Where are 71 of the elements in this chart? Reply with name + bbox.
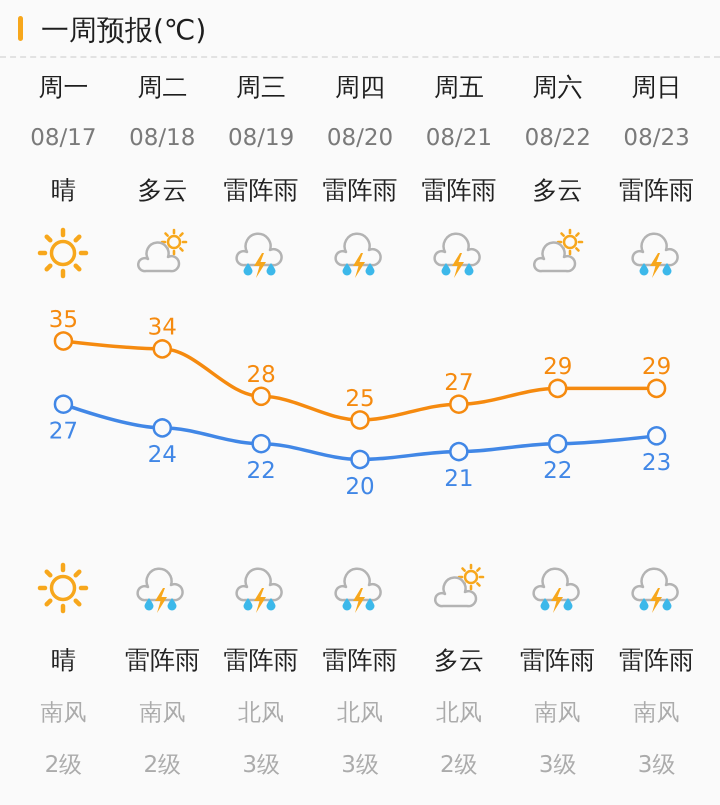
data-label: 22 [246, 458, 276, 484]
text: 雷阵雨 [322, 176, 398, 204]
text: 08/18 [129, 125, 196, 151]
data-label: 29 [642, 354, 672, 380]
text: 多云 [434, 646, 484, 674]
point [548, 434, 568, 454]
data-label: 34 [148, 314, 177, 341]
x-tick-label: 周四 [335, 72, 385, 102]
point [152, 418, 172, 438]
chart-title: 一周预报(℃) [41, 14, 206, 46]
text: 08/17 [30, 125, 97, 151]
data-label: 35 [48, 306, 78, 333]
text: 雷阵雨 [421, 176, 496, 204]
point [350, 410, 370, 430]
x-tick-label: 周二 [137, 72, 188, 102]
text: 08/23 [623, 125, 690, 151]
text: 3级 [638, 752, 676, 778]
text: 南风 [40, 700, 86, 726]
text: 2级 [44, 752, 82, 778]
text: 2级 [440, 752, 478, 778]
text: 3级 [538, 752, 577, 778]
text: 北风 [436, 700, 482, 726]
point [449, 394, 469, 414]
text: 南风 [139, 700, 186, 726]
point [350, 450, 370, 470]
text: 雷阵雨 [124, 646, 200, 674]
data-label: 22 [543, 458, 572, 484]
point [646, 426, 666, 446]
text: 南风 [534, 700, 581, 726]
data-label: 28 [246, 362, 276, 388]
data-label: 27 [444, 370, 474, 396]
text: 晴 [50, 176, 76, 204]
text: 北风 [238, 700, 284, 726]
x-tick-label: 周日 [632, 72, 682, 102]
point [54, 394, 74, 414]
data-label: 29 [543, 354, 572, 380]
point [54, 331, 74, 351]
point [646, 378, 666, 398]
text: 08/21 [426, 125, 492, 151]
point [251, 434, 271, 454]
x-tick-label: 周三 [236, 72, 286, 102]
point [251, 386, 271, 406]
x-tick-label: 周六 [532, 72, 583, 102]
point [548, 378, 568, 398]
text: 雷阵雨 [224, 646, 299, 674]
text: 南风 [634, 700, 680, 726]
data-label: 27 [48, 418, 78, 444]
text: 多云 [137, 176, 188, 204]
x-tick-label: 周一 [38, 72, 88, 102]
data-label: 25 [345, 386, 375, 412]
data-label: 21 [444, 466, 474, 492]
text: 08/20 [326, 125, 394, 151]
text: 北风 [337, 700, 383, 726]
text: 雷阵雨 [322, 646, 398, 674]
text: 晴 [50, 646, 76, 674]
text: 多云 [532, 176, 583, 204]
data-label: 20 [345, 474, 375, 500]
data-label: 24 [148, 442, 177, 468]
data-label: 23 [642, 450, 672, 476]
text: 雷阵雨 [520, 646, 596, 674]
text: 雷阵雨 [224, 176, 299, 204]
text: 08/19 [228, 125, 294, 151]
text: 3级 [242, 752, 280, 778]
point [152, 339, 172, 359]
x-tick-label: 周五 [434, 72, 484, 102]
text: 雷阵雨 [619, 176, 694, 204]
point [449, 442, 469, 462]
text: 08/22 [524, 125, 591, 151]
text: 雷阵雨 [619, 646, 694, 674]
text: 3级 [341, 752, 379, 778]
text: 2级 [143, 752, 182, 778]
